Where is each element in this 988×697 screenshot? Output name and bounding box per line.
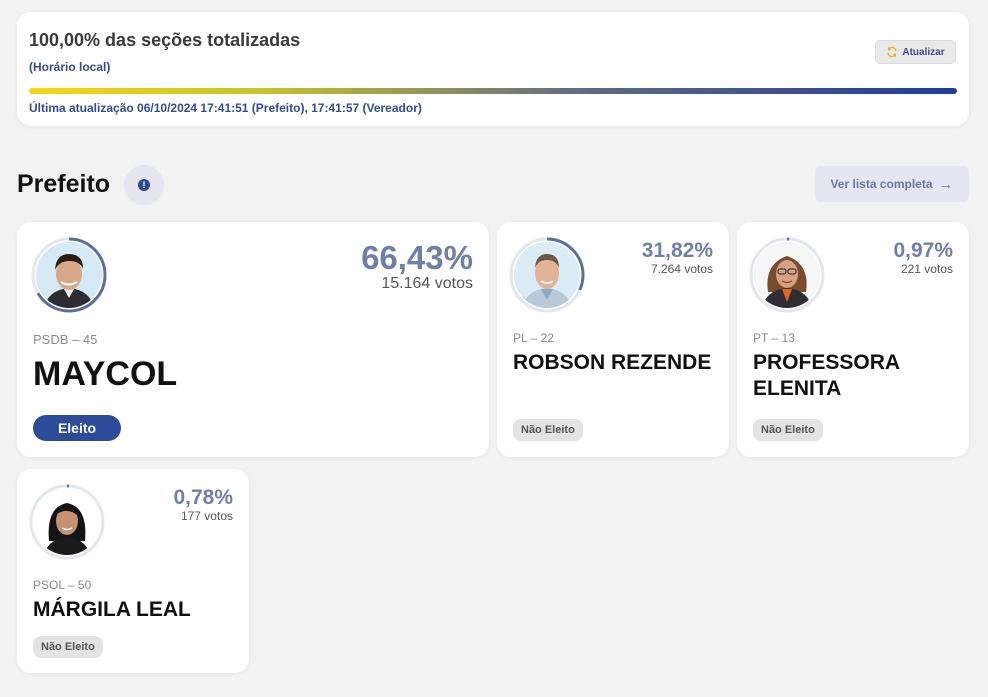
vote-share-ring xyxy=(509,237,585,313)
full-list-button[interactable]: Ver lista completa → xyxy=(815,166,969,202)
status-badge: Não Eleito xyxy=(33,636,103,658)
candidate-photo xyxy=(754,242,820,308)
info-button[interactable]: ! xyxy=(124,165,164,205)
totalization-status-card: 100,00% das seções totalizadas (Horário … xyxy=(17,12,969,126)
full-list-button-label: Ver lista completa xyxy=(830,177,933,191)
candidate-party: PSDB – 45 xyxy=(33,332,98,347)
vote-share-ring xyxy=(29,484,105,560)
candidate-votes: 7.264 votos xyxy=(650,262,713,276)
refresh-icon xyxy=(887,46,898,58)
candidate-percent: 0,97% xyxy=(893,239,953,262)
local-time-note: (Horário local) xyxy=(29,60,111,74)
last-update-text: Última atualização 06/10/2024 17:41:51 (… xyxy=(29,101,422,115)
section-title: Prefeito xyxy=(17,170,111,198)
info-icon: ! xyxy=(138,179,150,191)
candidate-name: MÁRGILA LEAL xyxy=(33,598,191,621)
candidate-avatar xyxy=(31,237,107,313)
candidate-card[interactable]: 66,43% 15.164 votos PSDB – 45 MAYCOL Ele… xyxy=(17,222,489,457)
candidate-percent: 66,43% xyxy=(361,239,473,276)
candidate-name: MAYCOL xyxy=(33,355,178,393)
candidate-votes: 177 votos xyxy=(180,509,233,523)
candidate-votes: 221 votos xyxy=(900,262,953,276)
candidate-votes: 15.164 votos xyxy=(381,275,473,292)
candidate-avatar xyxy=(509,237,585,313)
vote-share-ring xyxy=(31,237,107,313)
candidate-name: ROBSON REZENDE xyxy=(513,351,712,374)
candidate-party: PL – 22 xyxy=(513,331,554,345)
candidate-photo xyxy=(514,242,580,308)
candidate-percent: 0,78% xyxy=(173,486,233,509)
candidate-card[interactable]: 31,82% 7.264 votos PL – 22 ROBSON REZEND… xyxy=(497,222,729,457)
status-badge: Eleito xyxy=(33,415,121,441)
vote-share-ring xyxy=(749,237,825,313)
candidate-name: PROFESSORA ELENITA xyxy=(753,351,900,401)
totalization-title: 100,00% das seções totalizadas xyxy=(29,30,301,50)
refresh-button[interactable]: Atualizar xyxy=(875,40,956,64)
candidate-percent: 31,82% xyxy=(641,239,713,262)
candidate-card[interactable]: 0,78% 177 votos PSOL – 50 MÁRGILA LEAL N… xyxy=(17,469,249,673)
refresh-button-label: Atualizar xyxy=(902,46,945,58)
totalization-progress-bar xyxy=(29,88,957,94)
candidate-avatar xyxy=(29,484,105,560)
candidate-photo xyxy=(34,489,100,555)
candidate-party: PT – 13 xyxy=(753,331,795,345)
candidate-avatar xyxy=(749,237,825,313)
candidate-party: PSOL – 50 xyxy=(33,578,92,592)
status-badge: Não Eleito xyxy=(513,419,583,441)
totalization-progress-fill xyxy=(29,88,957,94)
candidate-photo xyxy=(36,242,102,308)
status-badge: Não Eleito xyxy=(753,419,823,441)
arrow-right-icon: → xyxy=(938,175,954,193)
candidate-card[interactable]: 0,97% 221 votos PT – 13 PROFESSORA ELENI… xyxy=(737,222,969,457)
